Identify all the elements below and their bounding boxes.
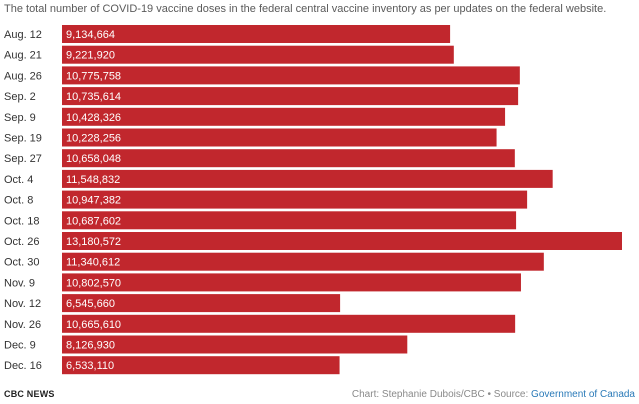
bar[interactable] (62, 356, 340, 375)
bar[interactable] (62, 45, 454, 64)
bar[interactable] (62, 107, 506, 126)
bar[interactable] (62, 128, 497, 147)
category-label: Nov. 12 (4, 298, 41, 310)
chart-credit: Chart: Stephanie Dubois/CBC • Source: Go… (352, 389, 635, 400)
bar[interactable] (62, 25, 451, 43)
bar[interactable] (62, 314, 516, 333)
category-label: Aug. 12 (4, 29, 42, 41)
value-label: 10,735,614 (66, 91, 121, 103)
bar[interactable] (62, 335, 408, 354)
category-label: Aug. 26 (4, 70, 42, 82)
value-label: 10,802,570 (66, 277, 121, 289)
value-label: 11,340,612 (66, 257, 120, 269)
value-label: 10,775,758 (66, 70, 121, 82)
category-label: Nov. 9 (4, 277, 35, 289)
bar[interactable] (62, 232, 622, 250)
bar[interactable] (62, 273, 521, 292)
category-label: Oct. 30 (4, 257, 39, 269)
chart-subtitle: The total number of COVID-19 vaccine dos… (4, 3, 607, 15)
value-label: 10,658,048 (66, 153, 121, 165)
bar[interactable] (62, 66, 520, 85)
category-label: Dec. 9 (4, 340, 36, 352)
source-link[interactable]: Government of Canada (531, 389, 635, 400)
bar[interactable] (62, 211, 517, 230)
value-label: 6,533,110 (66, 360, 114, 372)
value-label: 10,428,326 (66, 112, 121, 124)
category-label: Oct. 26 (4, 236, 39, 248)
bar[interactable] (62, 190, 528, 209)
category-label: Dec. 16 (4, 360, 42, 372)
bar[interactable] (62, 87, 519, 106)
category-label: Oct. 4 (4, 174, 33, 186)
value-label: 9,134,664 (66, 29, 115, 41)
value-label: 11,548,832 (66, 174, 120, 186)
category-label: Sep. 2 (4, 91, 36, 103)
value-label: 10,687,602 (66, 215, 121, 227)
value-label: 8,126,930 (66, 340, 115, 352)
credit-text: Chart: Stephanie Dubois/CBC • Source: (351, 389, 532, 400)
value-label: 13,180,572 (66, 236, 121, 248)
bar[interactable] (62, 149, 515, 168)
category-label: Sep. 19 (4, 133, 42, 145)
category-label: Oct. 8 (4, 195, 33, 207)
bar[interactable] (62, 252, 544, 271)
bar[interactable] (62, 294, 341, 313)
category-label: Sep. 27 (4, 153, 42, 165)
category-label: Sep. 9 (4, 112, 36, 124)
value-label: 9,221,920 (66, 50, 115, 62)
bar[interactable] (62, 169, 553, 188)
cbc-news-logo: CBC NEWS (4, 389, 55, 399)
category-label: Nov. 26 (4, 319, 41, 331)
category-label: Aug. 21 (4, 50, 42, 62)
category-label: Oct. 18 (4, 215, 39, 227)
value-label: 10,947,382 (66, 195, 121, 207)
value-label: 10,228,256 (66, 133, 121, 145)
value-label: 6,545,660 (66, 298, 115, 310)
value-label: 10,665,610 (66, 319, 121, 331)
